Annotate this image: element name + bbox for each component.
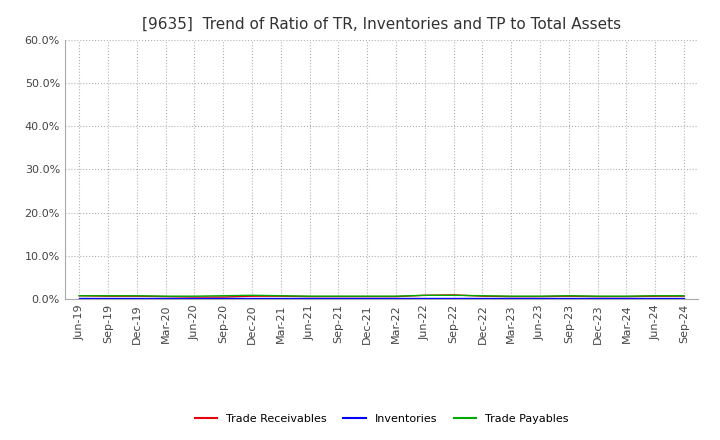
- Inventories: [334, 295, 343, 301]
- Trade Receivables: [449, 292, 458, 297]
- Inventories: [593, 295, 602, 301]
- Inventories: [478, 295, 487, 301]
- Trade Payables: [190, 293, 199, 299]
- Trade Receivables: [478, 293, 487, 299]
- Trade Payables: [305, 293, 314, 299]
- Trade Receivables: [219, 294, 228, 300]
- Trade Payables: [564, 293, 573, 298]
- Trade Receivables: [75, 293, 84, 298]
- Trade Payables: [104, 293, 112, 298]
- Trade Payables: [392, 293, 400, 299]
- Inventories: [75, 295, 84, 301]
- Trade Payables: [651, 293, 660, 298]
- Trade Receivables: [651, 293, 660, 299]
- Trade Receivables: [622, 294, 631, 299]
- Inventories: [276, 295, 285, 301]
- Legend: Trade Receivables, Inventories, Trade Payables: Trade Receivables, Inventories, Trade Pa…: [191, 410, 572, 429]
- Inventories: [449, 295, 458, 301]
- Inventories: [536, 295, 544, 301]
- Trade Receivables: [507, 294, 516, 299]
- Inventories: [420, 295, 429, 301]
- Line: Trade Payables: Trade Payables: [79, 295, 684, 296]
- Trade Payables: [363, 293, 372, 299]
- Trade Payables: [420, 293, 429, 298]
- Inventories: [507, 295, 516, 301]
- Trade Payables: [680, 293, 688, 298]
- Trade Receivables: [248, 293, 256, 299]
- Line: Trade Receivables: Trade Receivables: [79, 295, 684, 297]
- Trade Payables: [449, 293, 458, 298]
- Trade Payables: [622, 293, 631, 299]
- Title: [9635]  Trend of Ratio of TR, Inventories and TP to Total Assets: [9635] Trend of Ratio of TR, Inventories…: [142, 16, 621, 32]
- Inventories: [305, 295, 314, 301]
- Trade Payables: [75, 293, 84, 298]
- Trade Receivables: [334, 294, 343, 299]
- Inventories: [104, 295, 112, 301]
- Trade Payables: [593, 293, 602, 299]
- Inventories: [564, 295, 573, 301]
- Trade Receivables: [536, 294, 544, 299]
- Inventories: [219, 295, 228, 301]
- Inventories: [363, 295, 372, 301]
- Trade Payables: [276, 293, 285, 298]
- Trade Payables: [132, 293, 141, 298]
- Trade Receivables: [161, 294, 170, 299]
- Trade Receivables: [392, 294, 400, 299]
- Inventories: [190, 295, 199, 301]
- Trade Payables: [334, 293, 343, 299]
- Inventories: [651, 295, 660, 301]
- Inventories: [132, 295, 141, 301]
- Trade Receivables: [132, 293, 141, 299]
- Inventories: [392, 295, 400, 301]
- Trade Receivables: [680, 293, 688, 299]
- Trade Payables: [478, 293, 487, 298]
- Inventories: [622, 295, 631, 301]
- Trade Receivables: [593, 294, 602, 299]
- Inventories: [161, 295, 170, 301]
- Trade Receivables: [190, 294, 199, 300]
- Inventories: [680, 295, 688, 301]
- Inventories: [248, 295, 256, 301]
- Trade Payables: [219, 293, 228, 298]
- Trade Receivables: [363, 294, 372, 299]
- Trade Payables: [536, 293, 544, 299]
- Trade Receivables: [104, 293, 112, 299]
- Trade Receivables: [420, 293, 429, 298]
- Trade Payables: [161, 293, 170, 299]
- Trade Receivables: [564, 293, 573, 299]
- Trade Receivables: [276, 293, 285, 299]
- Trade Payables: [248, 293, 256, 298]
- Trade Receivables: [305, 294, 314, 299]
- Trade Payables: [507, 293, 516, 299]
